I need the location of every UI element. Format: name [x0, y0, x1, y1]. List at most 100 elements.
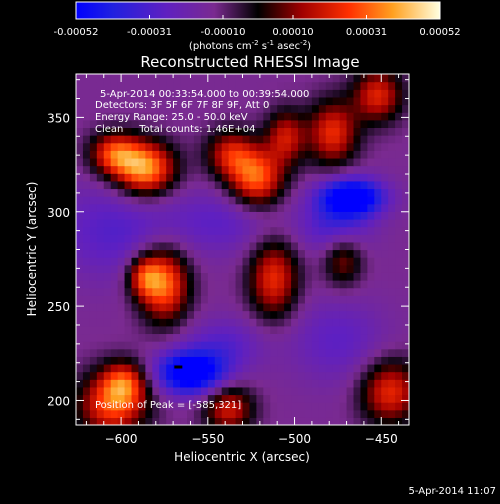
heatmap-cell — [388, 142, 396, 151]
heatmap-cell — [124, 74, 133, 83]
heatmap-cell — [82, 74, 91, 83]
heatmap-cell — [187, 264, 195, 273]
heatmap-cell — [131, 280, 140, 289]
heatmap-cell — [395, 150, 403, 159]
heatmap-cell — [332, 211, 341, 220]
heatmap-cell — [173, 81, 181, 90]
heatmap-cell — [124, 218, 133, 228]
heatmap-cell — [173, 89, 181, 98]
heatmap-cell — [346, 363, 355, 373]
heatmap-cell — [228, 264, 237, 273]
heatmap-cell — [291, 203, 299, 212]
heatmap-cell — [388, 188, 396, 197]
heatmap-cell — [221, 333, 230, 342]
heatmap-cell — [381, 280, 389, 289]
heatmap-cell — [256, 249, 264, 258]
heatmap-cell — [353, 203, 362, 212]
heatmap-cell — [193, 150, 202, 159]
heatmap-cell — [89, 287, 98, 296]
heatmap-cell — [76, 81, 84, 90]
heatmap-cell — [270, 402, 278, 411]
heatmap-cell — [367, 417, 375, 425]
heatmap-cell — [318, 234, 327, 243]
heatmap-cell — [339, 386, 348, 396]
heatmap-cell — [353, 409, 362, 418]
heatmap-cell — [270, 318, 278, 327]
heatmap-cell — [381, 394, 389, 403]
heatmap-cell — [402, 379, 409, 388]
heatmap-cell — [145, 211, 153, 220]
heatmap-cell — [193, 203, 202, 212]
heatmap-cell — [277, 150, 285, 159]
heatmap-cell — [304, 234, 313, 243]
heatmap-cell — [96, 188, 105, 197]
heatmap-cell — [200, 96, 209, 106]
heatmap-cell — [89, 386, 98, 396]
heatmap-cell — [298, 157, 306, 167]
heatmap-cell — [263, 74, 271, 83]
heatmap-cell — [76, 272, 84, 281]
heatmap-cell — [131, 257, 140, 266]
heatmap-cell — [318, 333, 327, 342]
heatmap-cell — [367, 333, 375, 342]
heatmap-cell — [145, 325, 153, 335]
heatmap-cell — [318, 348, 327, 357]
heatmap-cell — [124, 241, 133, 251]
heatmap-cell — [388, 165, 396, 174]
heatmap-cell — [284, 371, 292, 380]
heatmap-cell — [263, 180, 271, 190]
heatmap-cell — [159, 249, 167, 258]
heatmap-cell — [360, 157, 368, 167]
heatmap-cell — [339, 394, 348, 403]
heatmap-cell — [318, 203, 327, 212]
heatmap-cell — [318, 394, 327, 403]
heatmap-cell — [131, 318, 140, 327]
heatmap-cell — [159, 318, 167, 327]
heatmap-cell — [159, 402, 167, 411]
heatmap-cell — [263, 379, 271, 388]
heatmap-cell — [346, 89, 355, 98]
heatmap-cell — [103, 386, 112, 396]
heatmap-cell — [152, 264, 160, 273]
heatmap-cell — [117, 226, 126, 235]
heatmap-cell — [235, 196, 244, 205]
heatmap-cell — [103, 157, 112, 167]
heatmap-cell — [221, 402, 230, 411]
heatmap-cell — [180, 89, 188, 98]
heatmap-cell — [124, 96, 133, 106]
heatmap-cell — [235, 165, 244, 174]
heatmap-cell — [270, 280, 278, 289]
heatmap-cell — [110, 196, 119, 205]
heatmap-cell — [96, 394, 105, 403]
heatmap-cell — [395, 226, 403, 235]
heatmap-cell — [256, 341, 264, 350]
heatmap-cell — [76, 211, 84, 220]
heatmap-cell — [180, 157, 188, 167]
heatmap-cell — [318, 150, 327, 159]
heatmap-cell — [353, 89, 362, 98]
heatmap-cell — [145, 74, 153, 83]
heatmap-cell — [304, 127, 313, 136]
colorbar-tick-label: 0.00031 — [346, 27, 387, 38]
heatmap-cell — [325, 119, 334, 129]
heatmap-cell — [304, 287, 313, 296]
heatmap-cell — [242, 119, 251, 129]
heatmap-cell — [270, 119, 278, 129]
heatmap-cell — [311, 89, 320, 98]
heatmap-cell — [145, 341, 153, 350]
heatmap-cell — [200, 310, 209, 319]
y-axis-label: Heliocentric Y (arcsec) — [25, 182, 39, 317]
heatmap-cell — [346, 371, 355, 380]
heatmap-cell — [152, 234, 160, 243]
heatmap-cell — [291, 150, 299, 159]
heatmap-cell — [187, 287, 195, 296]
heatmap-cell — [187, 165, 195, 174]
heatmap-cell — [374, 310, 382, 319]
heatmap-cell — [270, 127, 278, 136]
heatmap-cell — [96, 119, 105, 129]
heatmap-cell — [284, 188, 292, 197]
heatmap-cell — [256, 264, 264, 273]
heatmap-cell — [228, 348, 237, 357]
heatmap-cell — [304, 272, 313, 281]
heatmap-cell — [395, 173, 403, 182]
